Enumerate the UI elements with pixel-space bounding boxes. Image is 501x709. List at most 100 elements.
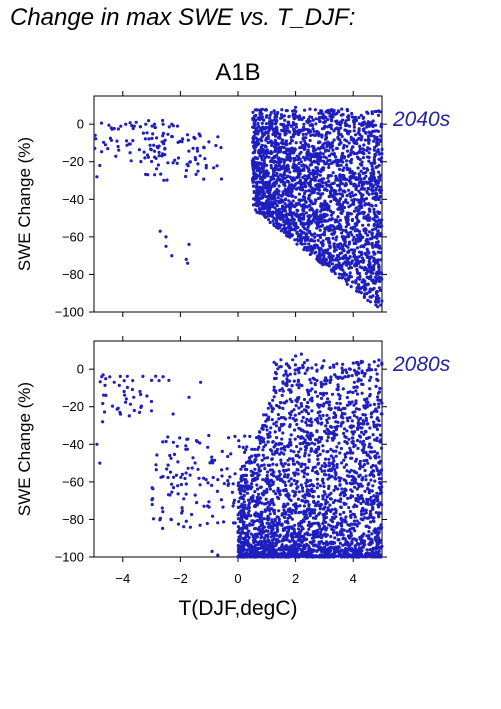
data-point xyxy=(243,450,247,454)
data-point xyxy=(288,366,292,370)
data-point xyxy=(268,113,272,117)
data-point xyxy=(175,444,179,448)
data-point xyxy=(251,110,255,114)
data-point xyxy=(261,493,265,497)
data-point xyxy=(379,201,383,205)
data-point xyxy=(358,144,362,148)
data-point xyxy=(284,362,288,366)
data-point xyxy=(371,473,375,477)
data-point xyxy=(344,225,348,229)
data-point xyxy=(242,478,246,482)
data-point xyxy=(315,226,319,230)
data-point xyxy=(276,413,280,417)
data-point xyxy=(318,410,322,414)
data-point xyxy=(186,466,190,470)
data-point xyxy=(259,162,263,166)
data-point xyxy=(264,149,269,154)
data-point xyxy=(300,242,304,246)
data-point xyxy=(131,126,135,131)
data-point xyxy=(345,144,349,148)
data-point xyxy=(343,121,347,125)
data-point xyxy=(152,122,157,126)
data-point xyxy=(362,210,366,215)
data-point xyxy=(377,275,382,279)
data-point xyxy=(379,412,383,416)
data-point xyxy=(363,138,367,142)
data-point xyxy=(114,154,118,158)
data-point xyxy=(322,155,326,159)
data-point xyxy=(376,240,380,244)
period-label: 2080s xyxy=(392,353,451,376)
data-point xyxy=(203,157,207,161)
data-point xyxy=(357,184,361,188)
data-point xyxy=(170,134,174,139)
data-point xyxy=(377,549,381,553)
data-point xyxy=(232,498,237,502)
data-point xyxy=(353,119,357,124)
data-point xyxy=(129,159,133,163)
data-point xyxy=(349,212,353,216)
data-point xyxy=(354,241,358,245)
data-point xyxy=(306,174,310,178)
data-point xyxy=(371,217,375,221)
data-point xyxy=(358,378,362,382)
data-point xyxy=(348,481,352,485)
y-tick-label: −80 xyxy=(62,267,84,282)
data-point xyxy=(347,266,351,270)
data-point xyxy=(326,174,331,178)
data-point xyxy=(187,395,191,399)
y-tick-label: −40 xyxy=(62,437,84,452)
data-point xyxy=(326,251,331,256)
data-point xyxy=(180,140,184,144)
data-point xyxy=(334,263,338,267)
data-point xyxy=(368,300,372,304)
data-point xyxy=(369,161,373,165)
data-point xyxy=(297,166,301,170)
data-point xyxy=(340,263,344,267)
data-point xyxy=(296,158,300,162)
data-point xyxy=(367,139,371,143)
data-point xyxy=(306,238,310,242)
data-point xyxy=(362,143,366,147)
data-point xyxy=(322,472,327,477)
data-point xyxy=(374,295,378,299)
data-point xyxy=(357,255,361,259)
data-point xyxy=(378,176,382,180)
data-point xyxy=(337,131,341,135)
data-point xyxy=(255,186,259,190)
data-point xyxy=(190,512,194,517)
data-point xyxy=(378,178,382,182)
period-label: 2040s xyxy=(392,108,451,131)
data-point xyxy=(241,445,245,449)
data-point xyxy=(247,503,251,507)
data-point xyxy=(316,246,321,250)
data-point xyxy=(374,188,378,192)
data-point xyxy=(338,246,342,250)
data-point xyxy=(98,461,102,465)
data-point xyxy=(216,478,220,482)
y-tick-label: 0 xyxy=(77,117,84,132)
data-point xyxy=(297,170,301,174)
data-point xyxy=(347,117,351,122)
data-point xyxy=(284,197,288,201)
data-point xyxy=(346,215,350,219)
data-point xyxy=(351,238,355,242)
data-point xyxy=(354,133,358,137)
data-point xyxy=(308,239,312,243)
data-point xyxy=(344,515,348,519)
data-point xyxy=(343,487,347,491)
data-point xyxy=(284,221,288,225)
data-point xyxy=(340,107,344,111)
data-point xyxy=(348,255,352,259)
data-point xyxy=(354,206,358,210)
data-point xyxy=(354,255,358,259)
data-point xyxy=(319,202,323,206)
data-point xyxy=(125,385,129,389)
data-point xyxy=(147,137,151,141)
data-point xyxy=(350,260,354,264)
data-point xyxy=(239,479,243,483)
data-point xyxy=(355,267,359,271)
data-point xyxy=(184,174,188,179)
data-point xyxy=(347,367,351,371)
data-point xyxy=(349,266,353,270)
